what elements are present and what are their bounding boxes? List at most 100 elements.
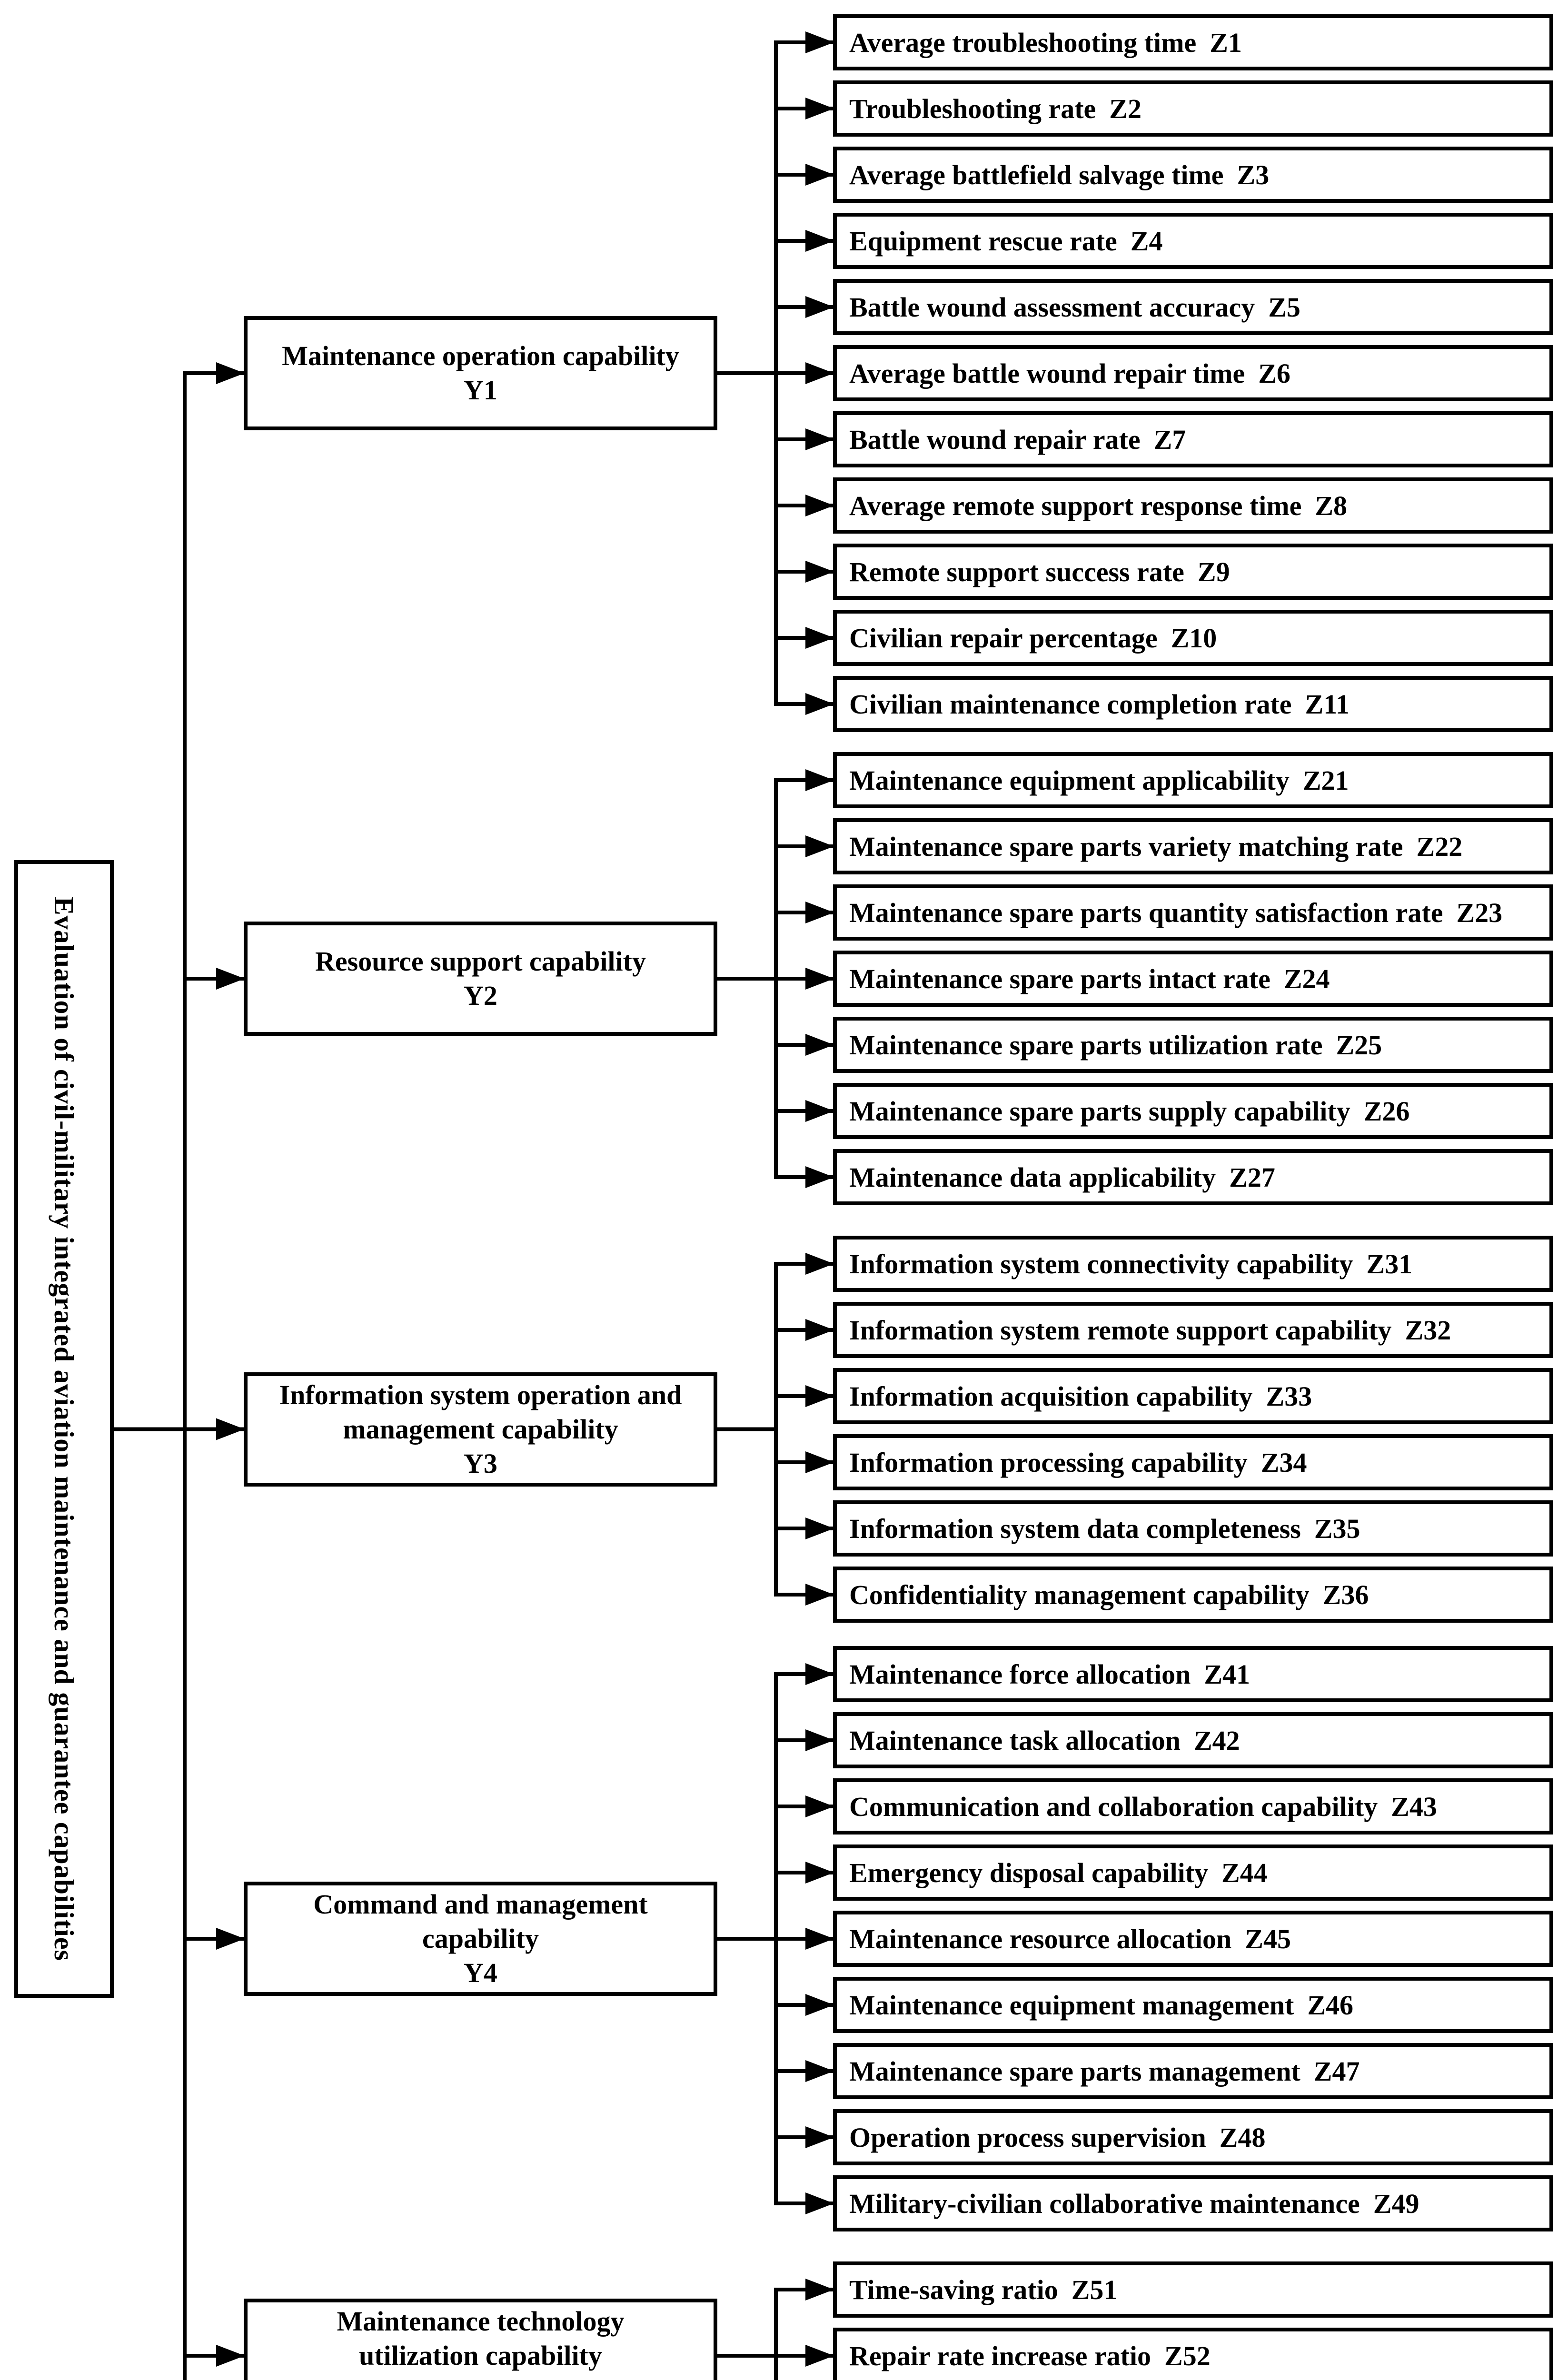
indicator-node-z35: Information system data completeness Z35 xyxy=(833,1500,1553,1557)
category-code: Y5 xyxy=(464,2373,497,2380)
indicator-label: Information system remote support capabi… xyxy=(849,1314,1392,1346)
indicator-label: Average battlefield salvage time xyxy=(849,159,1224,190)
indicator-label: Information system data completeness xyxy=(849,1513,1301,1544)
category-code: Y2 xyxy=(464,980,497,1011)
indicator-code: Z21 xyxy=(1302,764,1349,796)
indicator-node-z33: Information acquisition capability Z33 xyxy=(833,1368,1553,1424)
indicator-node-z2: Troubleshooting rate Z2 xyxy=(833,80,1553,137)
indicator-node-z9: Remote support success rate Z9 xyxy=(833,544,1553,600)
indicator-label: Information acquisition capability xyxy=(849,1380,1253,1412)
indicator-label: Emergency disposal capability xyxy=(849,1857,1209,1888)
indicator-label: Remote support success rate xyxy=(849,556,1184,587)
indicator-node-z7: Battle wound repair rate Z7 xyxy=(833,411,1553,467)
indicator-group-y1: Average troubleshooting time Z1 Troubles… xyxy=(833,14,1553,732)
indicator-label: Maintenance resource allocation xyxy=(849,1923,1232,1954)
indicator-node-z51: Time-saving ratio Z51 xyxy=(833,2261,1553,2318)
indicator-node-z45: Maintenance resource allocation Z45 xyxy=(833,1911,1553,1967)
indicator-code: Z26 xyxy=(1363,1095,1410,1127)
category-title-line: Maintenance operation capability xyxy=(282,340,679,371)
indicator-code: Z10 xyxy=(1171,622,1217,654)
root-node: Evaluation of civil-military integrated … xyxy=(14,860,114,1998)
indicator-node-z32: Information system remote support capabi… xyxy=(833,1302,1553,1358)
indicator-group-y4: Maintenance force allocation Z41 Mainten… xyxy=(833,1646,1553,2231)
indicator-label: Civilian maintenance completion rate xyxy=(849,688,1292,720)
indicator-label: Battle wound repair rate xyxy=(849,424,1141,455)
category-title-line: management capability xyxy=(343,1413,618,1445)
category-node-y5: Maintenance technology utilization capab… xyxy=(244,2299,717,2380)
indicator-code: Z11 xyxy=(1305,688,1350,720)
indicator-code: Z44 xyxy=(1221,1857,1268,1888)
indicator-code: Z3 xyxy=(1237,159,1270,190)
indicator-code: Z32 xyxy=(1405,1314,1451,1346)
indicator-code: Z46 xyxy=(1307,1989,1354,2021)
indicator-label: Maintenance spare parts variety matching… xyxy=(849,831,1403,862)
indicator-label: Military-civilian collaborative maintena… xyxy=(849,2188,1360,2219)
indicator-code: Z33 xyxy=(1266,1380,1312,1412)
indicator-node-z1: Average troubleshooting time Z1 xyxy=(833,14,1553,70)
indicator-node-z6: Average battle wound repair time Z6 xyxy=(833,345,1553,401)
indicator-node-z11: Civilian maintenance completion rate Z11 xyxy=(833,676,1553,732)
indicator-code: Z2 xyxy=(1109,93,1141,124)
indicator-node-z8: Average remote support response time Z8 xyxy=(833,477,1553,534)
indicator-code: Z4 xyxy=(1130,225,1163,257)
indicator-label: Information system connectivity capabili… xyxy=(849,1248,1353,1279)
indicator-code: Z22 xyxy=(1416,831,1463,862)
indicator-code: Z25 xyxy=(1336,1029,1382,1061)
indicator-group-y5: Time-saving ratio Z51 Repair rate increa… xyxy=(833,2261,1553,2380)
indicator-code: Z34 xyxy=(1260,1447,1307,1478)
indicator-node-z47: Maintenance spare parts management Z47 xyxy=(833,2043,1553,2099)
indicator-code: Z47 xyxy=(1313,2055,1360,2087)
indicator-node-z22: Maintenance spare parts variety matching… xyxy=(833,818,1553,874)
category-node-y2: Resource support capability Y2 xyxy=(244,922,717,1036)
root-label: Evaluation of civil-military integrated … xyxy=(49,896,79,1962)
category-code: Y1 xyxy=(464,375,497,406)
indicator-label: Operation process supervision xyxy=(849,2122,1206,2153)
indicator-label: Maintenance spare parts intact rate xyxy=(849,963,1270,994)
indicator-code: Z45 xyxy=(1245,1923,1291,1954)
indicator-node-z5: Battle wound assessment accuracy Z5 xyxy=(833,279,1553,335)
indicator-code: Z8 xyxy=(1315,490,1348,521)
indicator-code: Z51 xyxy=(1071,2274,1118,2305)
indicator-node-z23: Maintenance spare parts quantity satisfa… xyxy=(833,884,1553,941)
indicator-label: Maintenance spare parts management xyxy=(849,2055,1300,2087)
indicator-label: Maintenance spare parts quantity satisfa… xyxy=(849,897,1443,928)
indicator-node-z31: Information system connectivity capabili… xyxy=(833,1236,1553,1292)
indicator-node-z21: Maintenance equipment applicability Z21 xyxy=(833,752,1553,808)
indicator-label: Maintenance spare parts supply capabilit… xyxy=(849,1095,1350,1127)
indicator-node-z3: Average battlefield salvage time Z3 xyxy=(833,147,1553,203)
indicator-code: Z1 xyxy=(1210,27,1242,58)
indicator-node-z27: Maintenance data applicability Z27 xyxy=(833,1149,1553,1205)
indicator-group-y3: Information system connectivity capabili… xyxy=(833,1236,1553,1623)
category-title-line: capability xyxy=(422,1923,539,1954)
indicator-label: Repair rate increase ratio xyxy=(849,2340,1151,2371)
indicator-node-z48: Operation process supervision Z48 xyxy=(833,2109,1553,2165)
indicator-node-z52: Repair rate increase ratio Z52 xyxy=(833,2328,1553,2380)
indicator-code: Z6 xyxy=(1258,357,1290,389)
indicator-label: Maintenance force allocation xyxy=(849,1658,1191,1690)
category-node-y4: Command and management capability Y4 xyxy=(244,1882,717,1996)
indicator-node-z43: Communication and collaboration capabili… xyxy=(833,1778,1553,1835)
indicator-node-z26: Maintenance spare parts supply capabilit… xyxy=(833,1083,1553,1139)
category-code: Y4 xyxy=(464,1957,497,1988)
category-title-line: Command and management xyxy=(313,1889,648,1920)
indicator-node-z10: Civilian repair percentage Z10 xyxy=(833,610,1553,666)
indicator-code: Z48 xyxy=(1219,2122,1266,2153)
indicator-label: Maintenance data applicability xyxy=(849,1161,1216,1193)
indicator-code: Z42 xyxy=(1193,1725,1240,1756)
indicator-code: Z41 xyxy=(1204,1658,1250,1690)
indicator-node-z36: Confidentiality management capability Z3… xyxy=(833,1567,1553,1623)
category-title-line: Information system operation and xyxy=(279,1379,682,1410)
indicator-label: Maintenance equipment management xyxy=(849,1989,1294,2021)
category-node-y3: Information system operation and managem… xyxy=(244,1372,717,1487)
indicator-label: Average troubleshooting time xyxy=(849,27,1197,58)
indicator-group-y2: Maintenance equipment applicability Z21 … xyxy=(833,752,1553,1205)
indicator-node-z44: Emergency disposal capability Z44 xyxy=(833,1844,1553,1901)
indicator-node-z46: Maintenance equipment management Z46 xyxy=(833,1977,1553,2033)
indicator-label: Average battle wound repair time xyxy=(849,357,1245,389)
indicator-code: Z31 xyxy=(1366,1248,1413,1279)
indicator-label: Average remote support response time xyxy=(849,490,1302,521)
category-title-line: utilization capability xyxy=(359,2340,602,2371)
indicator-label: Battle wound assessment accuracy xyxy=(849,291,1255,323)
